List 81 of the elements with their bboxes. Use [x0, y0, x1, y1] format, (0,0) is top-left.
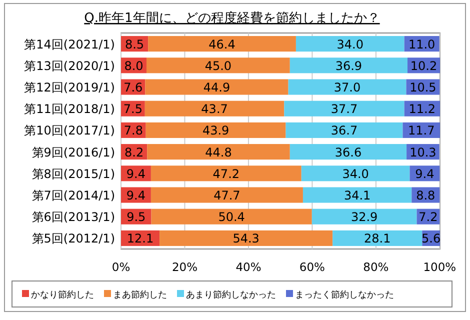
data-label: 46.4 [208, 37, 236, 52]
data-label: 9.4 [126, 188, 146, 202]
data-label: 37.7 [330, 102, 358, 116]
data-label: 11.0 [408, 37, 436, 52]
bar [288, 79, 406, 95]
legend-label: まったく節約しなかった [295, 290, 394, 300]
x-tick-label: 80% [363, 260, 389, 274]
bar [301, 166, 410, 182]
data-label: 37.0 [334, 80, 361, 94]
x-tick-label: 0% [112, 260, 130, 274]
data-label: 43.9 [202, 124, 230, 138]
data-label: 36.9 [335, 58, 362, 73]
legend-label: かなり節約した [31, 290, 94, 300]
bar [160, 230, 333, 246]
data-label: 45.0 [204, 58, 232, 73]
data-label: 50.4 [218, 210, 245, 224]
data-label: 28.1 [364, 232, 391, 246]
bar [150, 187, 303, 203]
y-tick-label: 第7回(2014/1) [32, 188, 115, 202]
chart-title: Q.昨年1年間に、どの程度経費を節約しましたか？ [84, 10, 380, 26]
legend-label: あまり節約しなかった [186, 290, 276, 300]
bar [284, 100, 404, 116]
data-label: 7.5 [123, 102, 142, 116]
bar [146, 122, 286, 138]
data-label: 5.6 [422, 232, 441, 246]
bar [148, 36, 296, 52]
y-tick-label: 第9回(2016/1) [32, 145, 115, 160]
y-tick-label: 第13回(2020/1) [24, 58, 115, 73]
bar [332, 230, 422, 246]
data-label: 43.7 [201, 102, 228, 116]
data-label: 7.8 [124, 124, 143, 138]
data-label: 11.2 [408, 102, 436, 116]
bar [145, 79, 288, 95]
y-tick-label: 第5回(2012/1) [32, 232, 115, 246]
bar [290, 144, 407, 160]
data-label: 7.2 [418, 210, 438, 224]
bar [296, 36, 404, 52]
data-label: 32.9 [350, 210, 378, 224]
data-label: 8.5 [124, 37, 144, 52]
data-label: 12.1 [126, 232, 154, 246]
bar [302, 187, 412, 203]
bar [147, 144, 290, 160]
data-label: 9.4 [415, 166, 434, 181]
data-label: 36.7 [330, 124, 358, 138]
bar [146, 58, 290, 74]
data-label: 44.9 [203, 80, 230, 94]
y-tick-label: 第8回(2015/1) [32, 166, 115, 181]
data-label: 7.6 [124, 80, 143, 94]
data-label: 9.4 [126, 166, 146, 181]
y-tick-label: 第14回(2021/1) [24, 37, 115, 52]
bar [151, 208, 312, 224]
data-label: 36.6 [334, 145, 362, 160]
y-tick-label: 第6回(2013/1) [32, 210, 115, 224]
x-tick-label: 20% [172, 260, 198, 274]
data-label: 54.3 [232, 232, 260, 246]
bar [312, 208, 417, 224]
data-label: 44.8 [205, 145, 232, 160]
data-label: 34.1 [344, 188, 371, 202]
data-label: 10.5 [410, 80, 436, 94]
data-label: 34.0 [336, 37, 364, 52]
data-label: 9.5 [126, 210, 146, 224]
data-label: 47.7 [214, 188, 240, 202]
x-tick-label: 60% [299, 260, 326, 274]
x-tick-label: 100% [423, 260, 456, 274]
x-tick-label: 40% [236, 260, 262, 274]
data-label: 11.7 [408, 124, 435, 138]
y-tick-label: 第11回(2018/1) [24, 102, 115, 116]
bar [286, 122, 403, 138]
data-label: 8.8 [416, 188, 436, 202]
y-tick-label: 第12回(2019/1) [24, 80, 115, 94]
data-label: 34.0 [342, 166, 369, 181]
data-label: 8.0 [124, 58, 144, 73]
bar [290, 58, 408, 74]
data-label: 10.3 [410, 145, 436, 160]
bar [144, 100, 284, 116]
data-label: 8.2 [124, 145, 144, 160]
y-tick-label: 第10回(2017/1) [24, 124, 115, 138]
data-label: 10.2 [410, 58, 438, 73]
legend-label: まあ節約した [113, 290, 167, 300]
data-label: 47.2 [212, 166, 240, 181]
bar [150, 166, 302, 182]
